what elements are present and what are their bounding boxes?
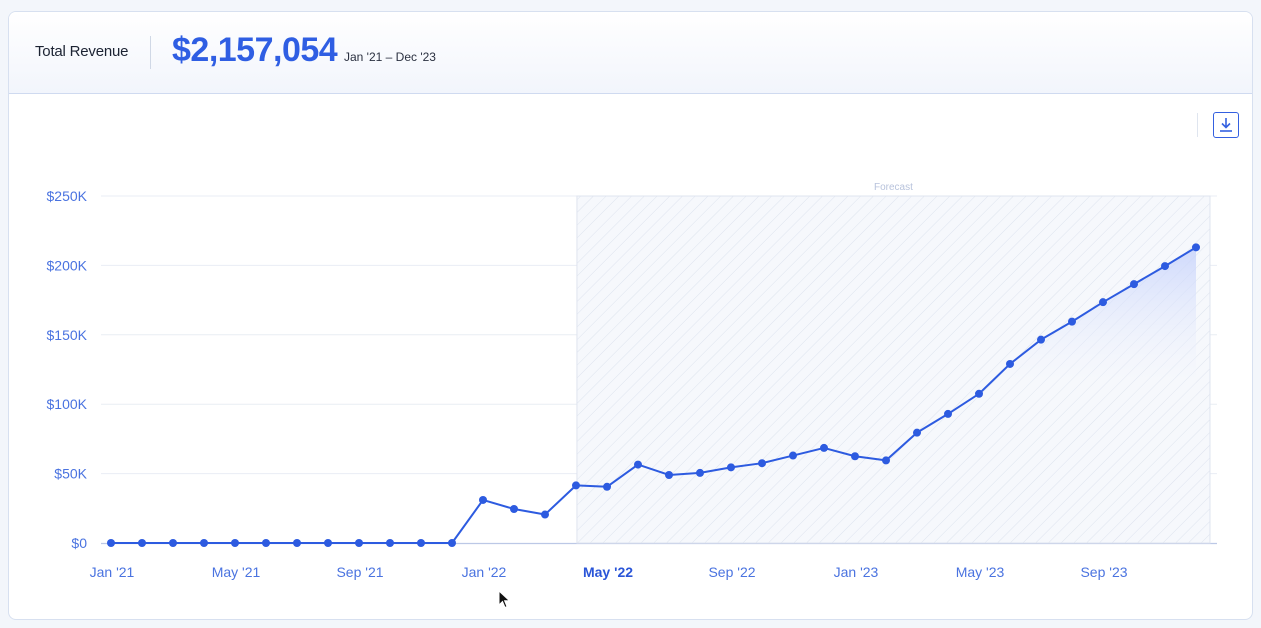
- data-point[interactable]: [541, 510, 549, 519]
- download-icon: [1220, 118, 1232, 132]
- data-point[interactable]: [758, 459, 766, 468]
- data-point[interactable]: [1192, 243, 1200, 252]
- x-tick-label: Jan '23: [834, 564, 879, 580]
- data-point[interactable]: [169, 539, 177, 547]
- x-tick-label: Sep '23: [1080, 564, 1127, 580]
- toolbar-divider: [1197, 113, 1198, 137]
- x-tick-label: May '23: [956, 564, 1005, 580]
- data-point[interactable]: [355, 539, 363, 547]
- data-point[interactable]: [479, 495, 487, 504]
- data-point[interactable]: [1006, 359, 1014, 368]
- x-tick-label: Sep '21: [336, 564, 383, 580]
- data-point[interactable]: [820, 443, 828, 452]
- data-point[interactable]: [138, 539, 146, 547]
- data-point[interactable]: [386, 539, 394, 547]
- y-tick-label: $250K: [47, 188, 88, 204]
- data-point[interactable]: [789, 451, 797, 460]
- data-point[interactable]: [1130, 280, 1138, 289]
- y-tick-label: $0: [71, 535, 87, 551]
- area-fill: [948, 247, 1196, 414]
- y-tick-label: $200K: [47, 257, 88, 273]
- header-title: Total Revenue: [35, 43, 129, 60]
- x-tick-label: Sep '22: [708, 564, 755, 580]
- data-point[interactable]: [324, 539, 332, 547]
- data-point[interactable]: [1161, 262, 1169, 271]
- data-point[interactable]: [696, 468, 704, 477]
- data-point[interactable]: [603, 482, 611, 491]
- download-button[interactable]: [1213, 112, 1239, 138]
- data-point[interactable]: [448, 539, 456, 547]
- data-point[interactable]: [510, 504, 518, 513]
- data-point[interactable]: [1068, 317, 1076, 326]
- x-tick-label: Jan '22: [462, 564, 507, 580]
- data-point[interactable]: [231, 539, 239, 547]
- y-tick-label: $50K: [54, 466, 87, 482]
- data-point[interactable]: [262, 539, 270, 547]
- card-header: Total Revenue $2,157,054 Jan '21 – Dec '…: [9, 12, 1252, 94]
- y-tick-label: $100K: [47, 396, 88, 412]
- data-point[interactable]: [107, 539, 115, 547]
- x-tick-label: May '22: [583, 564, 633, 580]
- data-point[interactable]: [1037, 335, 1045, 344]
- data-point[interactable]: [944, 409, 952, 418]
- data-point[interactable]: [665, 470, 673, 479]
- revenue-line: [111, 246, 1197, 544]
- data-point[interactable]: [975, 389, 983, 398]
- data-point[interactable]: [913, 428, 921, 437]
- data-point[interactable]: [200, 539, 208, 547]
- total-revenue-value: $2,157,054: [172, 31, 338, 69]
- data-point[interactable]: [727, 463, 735, 472]
- data-point[interactable]: [634, 460, 642, 469]
- forecast-label: Forecast: [874, 182, 913, 193]
- data-point[interactable]: [572, 481, 580, 490]
- x-tick-label: Jan '21: [90, 564, 135, 580]
- data-point[interactable]: [1099, 298, 1107, 307]
- data-point[interactable]: [417, 539, 425, 547]
- y-tick-label: $150K: [47, 327, 88, 343]
- data-point[interactable]: [851, 452, 859, 461]
- data-point[interactable]: [882, 456, 890, 465]
- data-point[interactable]: [293, 539, 301, 547]
- mouse-cursor-icon: [498, 590, 511, 609]
- x-tick-label: May '21: [212, 564, 261, 580]
- date-range: Jan '21 – Dec '23: [344, 50, 436, 64]
- header-divider: [150, 36, 151, 69]
